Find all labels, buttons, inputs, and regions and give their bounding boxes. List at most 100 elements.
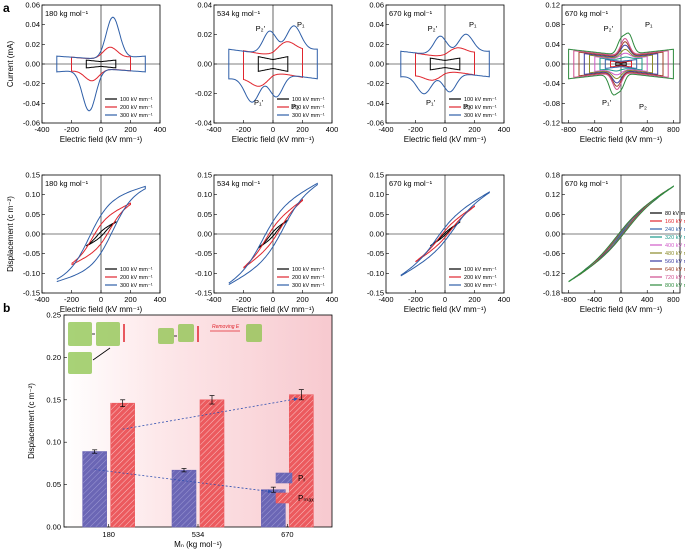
- peak-label: P₁′: [254, 98, 264, 107]
- y-tick-label: -0.02: [195, 89, 212, 98]
- chart-cv1: -400 -200 0 200 400 -0.06 -0.04 -0.02 0.00 0.02 0.…: [6, 1, 166, 145]
- legend-label: 300 kV mm⁻¹: [292, 113, 325, 119]
- y-tick-label: 0.12: [545, 190, 560, 199]
- x-tick-label: 0: [619, 295, 623, 304]
- peak-label: P₁: [297, 20, 305, 29]
- y-tick-label: 0.05: [197, 210, 212, 219]
- x-tick-label: -200: [408, 295, 423, 304]
- peak-label: P₁′: [426, 98, 436, 107]
- x-tick-label: 800: [667, 295, 680, 304]
- x-tick-label: 200: [124, 125, 137, 134]
- series-line: [71, 202, 131, 266]
- peak-label: P₂′: [428, 24, 438, 33]
- molar-mass-annotation: 180 kg mol⁻¹: [45, 179, 89, 188]
- series-line: [56, 16, 146, 112]
- y-tick-label: 0.04: [369, 20, 384, 29]
- chart-de4: -800 -400 0 400 800 -0.18 -0.12 -0.06 0.00 0.06 0.…: [543, 171, 685, 315]
- x-tick-label: -800: [561, 295, 576, 304]
- chart-cv4: -800 -400 0 400 800 -0.12 -0.08 -0.04 0.00 0.04 0.…: [543, 1, 681, 144]
- y-tick-label: 0.00: [369, 230, 384, 239]
- molar-mass-annotation: 534 kg mol⁻¹: [217, 179, 261, 188]
- y-tick-label: 0.00: [369, 60, 384, 69]
- series-line: [610, 60, 632, 68]
- peak-label: P₂: [639, 102, 647, 111]
- y-axis-label: Displacement (c m⁻²): [6, 196, 15, 272]
- series-line: [568, 185, 674, 283]
- x-tick-label: 200: [124, 295, 137, 304]
- x-tick-label: 0: [271, 295, 275, 304]
- y-tick-label: -0.05: [367, 249, 384, 258]
- x-tick-label: -400: [34, 125, 49, 134]
- x-tick-label: 400: [641, 295, 654, 304]
- inset-left: [68, 322, 125, 374]
- x-tick-label: -400: [587, 125, 602, 134]
- x-axis-label: Electric field (kV mm⁻¹): [404, 135, 487, 144]
- series-line: [604, 59, 638, 69]
- x-axis-label: Electric field (kV mm⁻¹): [60, 135, 143, 144]
- y-tick-label: -0.02: [23, 79, 40, 88]
- x-tick-label: 400: [154, 295, 167, 304]
- y-tick-label: -0.08: [543, 99, 560, 108]
- inset-removing-label: Removing E: [212, 324, 240, 330]
- x-axis-label: Electric field (kV mm⁻¹): [404, 305, 487, 314]
- x-tick-label: -400: [206, 295, 221, 304]
- x-axis-label: Electric field (kV mm⁻¹): [60, 305, 143, 314]
- x-axis-label: Mₙ (kg mol⁻¹): [174, 540, 222, 549]
- y-tick-label: 0.15: [369, 171, 384, 180]
- series-line: [589, 48, 653, 80]
- series-line: [615, 62, 627, 66]
- peak-label: P₁: [645, 20, 653, 29]
- y-tick-label: 0.00: [197, 60, 212, 69]
- x-tick-label: 200: [296, 295, 309, 304]
- y-tick-label: -0.12: [543, 269, 560, 278]
- y-tick-label: -0.06: [367, 119, 384, 128]
- y-tick-label: 0.04: [25, 20, 40, 29]
- x-tick-label: 400: [154, 125, 167, 134]
- y-tick-label: -0.04: [195, 119, 212, 128]
- peak-label: P₂: [291, 102, 299, 111]
- panel-b-background: [64, 315, 332, 527]
- x-tick-label: 400: [498, 125, 511, 134]
- legend-label: 100 kV mm⁻¹: [464, 97, 497, 103]
- legend-swatch: [275, 472, 293, 484]
- legend-label: 200 kV mm⁻¹: [120, 105, 153, 111]
- x-tick-label: 400: [326, 125, 339, 134]
- series-line: [578, 41, 664, 87]
- y-tick-label: 0.10: [46, 438, 61, 447]
- y-tick-label: -0.02: [367, 79, 384, 88]
- y-tick-label: -0.04: [367, 99, 384, 108]
- x-tick-label: 400: [498, 295, 511, 304]
- panel-label-a: a: [3, 1, 10, 15]
- legend-label: 100 kV mm⁻¹: [120, 97, 153, 103]
- legend-label: 300 kV mm⁻¹: [292, 283, 325, 289]
- chart-de1: -400 -200 0 200 400 -0.15 -0.10 -0.05 0.00 0.05 0.…: [6, 171, 166, 315]
- panel-a-charts: -400 -200 0 200 400 -0.06 -0.04 -0.02 0.00 0.02 0.…: [6, 1, 685, 315]
- y-tick-label: 0.05: [25, 210, 40, 219]
- series-line: [599, 56, 643, 72]
- x-tick-label: -200: [236, 295, 251, 304]
- legend-label: 300 kV mm⁻¹: [120, 283, 153, 289]
- y-tick-label: 0.05: [46, 480, 61, 489]
- legend-label: 80 kV mm⁻¹: [665, 211, 685, 217]
- x-axis-label: Electric field (kV mm⁻¹): [580, 305, 663, 314]
- series-line: [228, 182, 318, 286]
- y-tick-label: 0.20: [46, 353, 61, 362]
- y-tick-label: 0.25: [46, 311, 61, 320]
- legend-label: 200 kV mm⁻¹: [464, 105, 497, 111]
- y-tick-label: -0.10: [23, 269, 40, 278]
- molar-mass-annotation: 670 kg mol⁻¹: [565, 179, 609, 188]
- legend-label: 200 kV mm⁻¹: [292, 275, 325, 281]
- y-tick-label: 0.04: [545, 40, 560, 49]
- inset-right: Removing E: [158, 324, 262, 344]
- molar-mass-annotation: 534 kg mol⁻¹: [217, 9, 261, 18]
- legend-swatch: [275, 492, 293, 504]
- y-tick-label: -0.15: [195, 289, 212, 298]
- series-line: [243, 41, 303, 87]
- y-tick-label: -0.05: [23, 249, 40, 258]
- y-tick-label: 0.15: [197, 171, 212, 180]
- y-tick-label: -0.10: [195, 269, 212, 278]
- chart-cv3: -400 -200 0 200 400 -0.06 -0.04 -0.02 0.00 0.02 0.…: [367, 1, 510, 145]
- y-tick-label: 0.02: [197, 30, 212, 39]
- x-tick-label: -400: [378, 295, 393, 304]
- y-tick-label: 0.06: [369, 1, 384, 10]
